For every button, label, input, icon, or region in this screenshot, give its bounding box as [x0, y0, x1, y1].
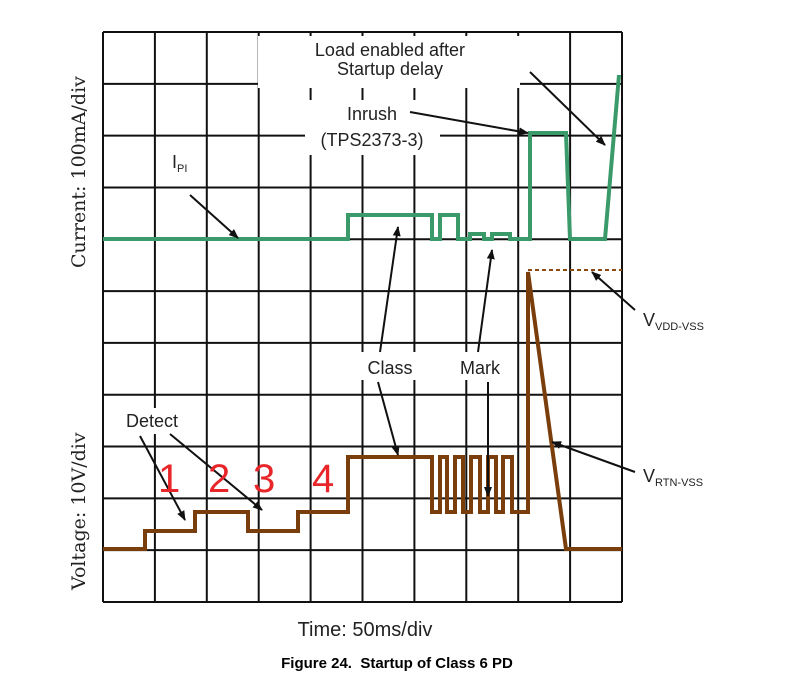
label-box — [450, 352, 510, 380]
annotation: Inrush — [347, 104, 397, 124]
label-box — [258, 36, 520, 88]
rtn-trace — [103, 271, 622, 551]
label-box — [112, 408, 192, 434]
caption: Figure 24. Startup of Class 6 PD — [281, 655, 513, 672]
annotation: Load enabled after — [315, 40, 465, 60]
annotation: Mark — [460, 358, 501, 378]
step-number: 3 — [253, 457, 275, 501]
axis-label: Current: 100mA/div — [68, 76, 90, 268]
trace-label-sub: PI — [177, 163, 187, 175]
axis-label: Time: 50ms/div — [298, 619, 433, 641]
trace-label: VRTN-VSS — [643, 466, 703, 489]
annotation: (TPS2373-3) — [320, 130, 423, 150]
annotation: Startup delay — [337, 59, 443, 79]
step-number: 1 — [158, 457, 180, 501]
trace-label-sub: VDD-VSS — [655, 321, 704, 333]
trace-label-base: V — [643, 310, 655, 330]
arrows — [139, 71, 636, 521]
annotation: Detect — [126, 411, 178, 431]
label-box — [355, 352, 425, 380]
trace-label-sub: RTN-VSS — [655, 477, 703, 489]
annotation: Class — [367, 358, 412, 378]
trace-label: IPI — [172, 152, 187, 175]
trace-label-base: V — [643, 466, 655, 486]
step-number: 2 — [208, 457, 230, 501]
trace-label: VVDD-VSS — [643, 310, 704, 333]
step-number: 4 — [312, 457, 334, 501]
current-trace — [103, 74, 621, 241]
label-box — [305, 100, 440, 155]
trace-label-base: I — [172, 152, 177, 172]
axis-label: Voltage: 10V/div — [68, 432, 90, 591]
